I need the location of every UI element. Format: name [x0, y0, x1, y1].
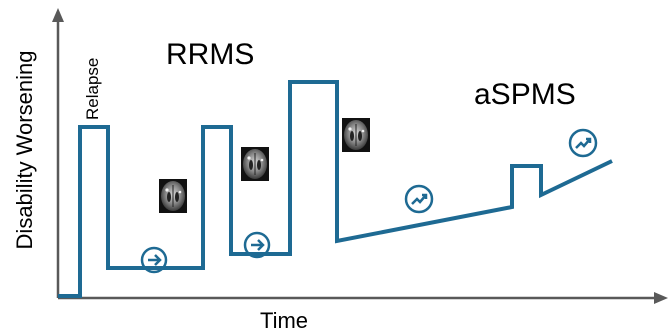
arrow-right-circle-icon	[140, 246, 168, 274]
brain-mri-icon	[158, 178, 188, 214]
aspms-label: aSPMS	[474, 78, 576, 111]
x-axis-label: Time	[260, 308, 308, 333]
rrms-label: RRMS	[166, 38, 254, 71]
arrow-right-circle-icon	[243, 231, 271, 259]
y-axis-label: Disability Worsening	[12, 51, 37, 250]
brain-mri-icon	[341, 117, 371, 153]
disability-course-line	[58, 80, 613, 298]
trending-up-circle-icon	[404, 184, 434, 214]
relapse-label: Relapse	[83, 58, 102, 120]
brain-mri-icon	[240, 146, 270, 182]
y-axis-arrowhead	[52, 8, 64, 22]
x-axis-arrowhead	[654, 292, 668, 304]
trending-up-circle-icon	[568, 128, 598, 158]
